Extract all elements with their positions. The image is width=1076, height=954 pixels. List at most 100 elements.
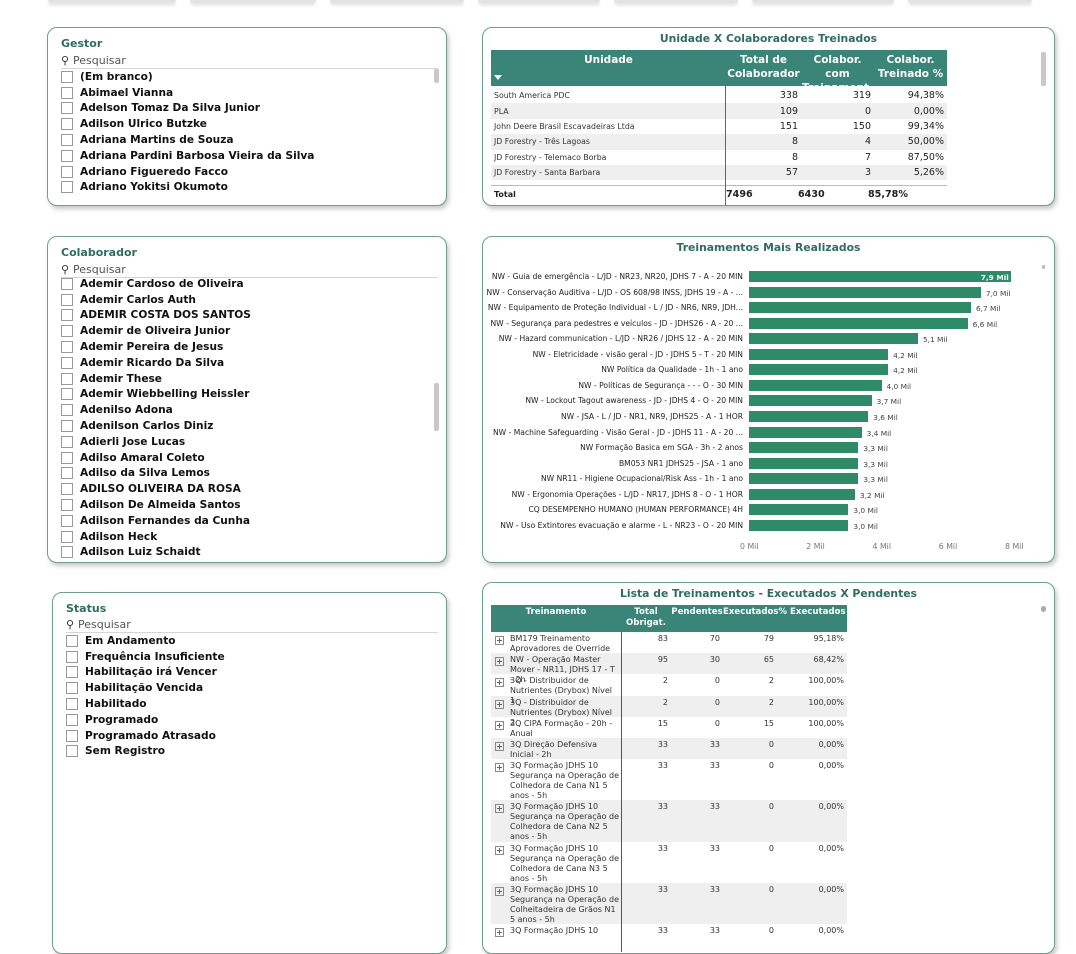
slicer-item[interactable]: Adenilso Adona <box>61 402 432 418</box>
table-row[interactable]: John Deere Brasil Escavadeiras Ltda 151 15… <box>491 119 947 134</box>
checkbox[interactable] <box>61 70 73 83</box>
expand-icon[interactable] <box>495 657 504 667</box>
column-header[interactable]: Executados <box>723 607 779 617</box>
bar[interactable] <box>749 410 869 422</box>
checkbox[interactable] <box>61 530 73 543</box>
slicer-item[interactable]: Ademir Ricardo Da Silva <box>61 355 432 371</box>
checkbox[interactable] <box>66 713 78 726</box>
slicer-item[interactable]: Adilson Luiz Schaidt <box>61 545 432 560</box>
checkbox[interactable] <box>61 372 73 385</box>
slicer-item[interactable]: Sem Registro <box>66 744 432 760</box>
expand-icon[interactable] <box>495 741 504 751</box>
slicer-item[interactable]: Adierli Jose Lucas <box>61 434 432 450</box>
column-header[interactable]: Treinamento <box>525 607 587 617</box>
sort-desc-icon[interactable] <box>494 75 502 80</box>
bar[interactable] <box>749 504 849 516</box>
bar[interactable] <box>749 302 971 314</box>
bar[interactable] <box>749 442 859 454</box>
table-row[interactable]: 3Q Direção Defensiva Inicial - 2h 33 33 0 0,… <box>491 737 847 760</box>
slicer-item[interactable]: Adilson Fernandes da Cunha <box>61 513 432 529</box>
slicer-item[interactable]: Ademir Cardoso de Oliveira <box>61 276 432 292</box>
checkbox[interactable] <box>61 356 73 369</box>
bar[interactable] <box>749 519 849 531</box>
checkbox[interactable] <box>61 483 73 496</box>
checkbox[interactable] <box>66 745 78 758</box>
table-row[interactable]: BM179 Treinamento Aprovadores de Overrid… <box>491 632 847 653</box>
column-header[interactable]: Colabor. Treinado % <box>877 54 944 80</box>
bar[interactable] <box>749 379 882 391</box>
bar[interactable] <box>749 271 1011 282</box>
table-row[interactable]: JD Forestry - Três Lagoas 8 4 50,00% <box>491 134 947 150</box>
expand-icon[interactable] <box>495 763 504 773</box>
slicer-item[interactable]: Habilitação Vencida <box>66 680 432 696</box>
slicer-item[interactable]: ADILSO OLIVEIRA DA ROSA <box>61 481 432 497</box>
slicer-item[interactable]: Ademir Carlos Auth <box>61 292 432 308</box>
expand-icon[interactable] <box>495 927 504 937</box>
bar[interactable] <box>749 395 872 407</box>
scroll-dot[interactable] <box>1041 606 1046 612</box>
checkbox[interactable] <box>66 729 78 742</box>
slicer-item[interactable]: Adelson Tomaz Da Silva Junior <box>61 101 432 117</box>
table-row[interactable]: JD Forestry - Telemaco Borba 8 7 87,50% <box>491 150 947 165</box>
slicer-item[interactable]: Abimael Vianna <box>61 85 432 101</box>
scrollbar[interactable] <box>1041 52 1046 86</box>
slicer-item[interactable]: Frequência Insuficiente <box>66 649 432 665</box>
checkbox[interactable] <box>61 86 73 99</box>
slicer-item[interactable]: (Em branco) <box>61 69 432 85</box>
slicer-item[interactable]: Adriana Martins de Souza <box>61 132 432 148</box>
slicer-item[interactable]: Habilitação irá Vencer <box>66 665 432 681</box>
expand-icon[interactable] <box>495 720 504 730</box>
gestor-slicer[interactable]: Gestor ⚲ Pesquisar (Em branco) Abimael Via… <box>47 27 447 206</box>
slicer-item[interactable]: Adilso Amaral Coleto <box>61 450 432 466</box>
slicer-item[interactable]: Programado Atrasado <box>66 728 432 744</box>
checkbox[interactable] <box>61 420 73 433</box>
checkbox[interactable] <box>61 134 73 147</box>
checkbox[interactable] <box>61 181 73 194</box>
table-row[interactable]: 3Q Formação JDHS 10 Segurança na Operaçã… <box>491 842 847 883</box>
checkbox[interactable] <box>61 435 73 448</box>
table-row[interactable]: 3Q Formação JDHS 10 Segurança na Operaçã… <box>491 800 847 842</box>
checkbox[interactable] <box>66 650 78 663</box>
expand-icon[interactable] <box>495 804 504 814</box>
column-header[interactable]: Total Obrigat. <box>626 607 666 628</box>
column-header[interactable]: Colabor. com Treinament. <box>801 54 873 94</box>
slicer-item[interactable]: Habilitado <box>66 696 432 712</box>
slicer-item[interactable]: Ademir These <box>61 371 432 387</box>
table-row[interactable]: 3Q Formação JDHS 10 Segurança na Operaçã… <box>491 882 847 924</box>
table-row[interactable]: 3Q Formação JDHS 10 Segurança na Operaçã… <box>491 759 847 800</box>
search-input[interactable]: ⚲ Pesquisar <box>66 618 438 633</box>
expand-icon[interactable] <box>495 699 504 709</box>
checkbox[interactable] <box>61 467 73 480</box>
bar[interactable] <box>749 364 889 376</box>
bar[interactable] <box>749 348 889 360</box>
slicer-item[interactable]: Adriana Pardini Barbosa Vieira da Silva <box>61 148 432 164</box>
checkbox[interactable] <box>61 388 73 401</box>
slicer-item[interactable]: Adriano Figueredo Facco <box>61 164 432 180</box>
slicer-item[interactable]: Adilson Heck <box>61 529 432 545</box>
column-header[interactable]: % Executados <box>778 607 846 617</box>
scrollbar[interactable] <box>434 69 439 83</box>
checkbox[interactable] <box>61 404 73 417</box>
checkbox[interactable] <box>61 451 73 464</box>
checkbox[interactable] <box>66 666 78 679</box>
table-row[interactable]: South America PDC 338 319 94,38% <box>491 88 947 103</box>
checkbox[interactable] <box>61 499 73 512</box>
slicer-item[interactable]: Adilso da Silva Lemos <box>61 466 432 482</box>
table-row[interactable]: 3Q Formação JDHS 10 33 33 0 0,00% <box>491 924 847 937</box>
slicer-item[interactable]: Programado <box>66 712 432 728</box>
bar[interactable] <box>749 457 859 469</box>
column-header[interactable]: Pendentes <box>671 607 723 617</box>
bar[interactable] <box>749 317 968 329</box>
slicer-item[interactable]: ADEMIR COSTA DOS SANTOS <box>61 308 432 324</box>
slicer-item[interactable]: Adilson De Almeida Santos <box>61 497 432 513</box>
checkbox[interactable] <box>61 325 73 338</box>
checkbox[interactable] <box>66 634 78 647</box>
table-row[interactable]: 3Q - Distribuidor de Nutrientes (Drybox)… <box>491 674 847 705</box>
slicer-item[interactable]: Adriano Yokitsi Okumoto <box>61 180 432 196</box>
slicer-item[interactable]: Adilson Ulrico Butzke <box>61 116 432 132</box>
bar[interactable] <box>749 473 859 485</box>
slicer-item[interactable]: Ademir Pereira de Jesus <box>61 339 432 355</box>
checkbox[interactable] <box>61 165 73 178</box>
table-row[interactable]: PLA 109 0 0,00% <box>491 103 947 119</box>
checkbox[interactable] <box>61 102 73 115</box>
